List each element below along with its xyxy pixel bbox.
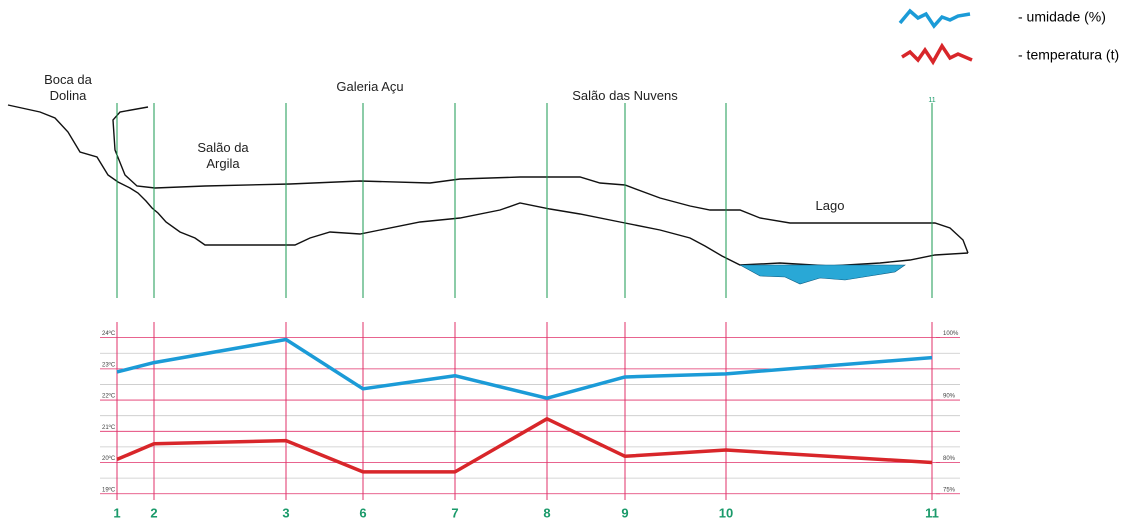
y2-tick-label: 90%	[943, 394, 956, 400]
x-tick-label: 2	[150, 505, 157, 520]
annotation: Salão das Nuvens	[545, 88, 705, 104]
cave-profile	[8, 105, 968, 266]
y-tick-label: 24ºC	[102, 330, 116, 337]
cave-ceiling	[113, 107, 968, 253]
chart: - umidade (%) - temperatura (t) 11 19ºC 2…	[0, 0, 1147, 525]
legend-label: - temperatura (t)	[1018, 47, 1119, 63]
y-tick-label: 22ºC	[102, 393, 116, 400]
y2-tick-label: 100%	[943, 331, 959, 337]
x-tick-label: 11	[925, 505, 939, 520]
x-tick-label: 8	[543, 505, 550, 520]
y-tick-label: 19ºC	[102, 486, 116, 493]
y2-tick-label: 75%	[943, 487, 956, 493]
annotation: Boca da Dolina	[38, 72, 98, 104]
cave-floor	[8, 105, 968, 266]
lake	[740, 265, 905, 284]
annotation: Galeria Açu	[315, 79, 425, 95]
legend-icon-temperatura	[902, 46, 972, 62]
x-tick-label: 6	[359, 505, 366, 520]
x-tick-label: 7	[451, 505, 458, 520]
x-tick-label: 9	[621, 505, 628, 520]
x-tick-label: 1	[113, 505, 120, 520]
legend-label: - umidade (%)	[1018, 9, 1106, 25]
station-label-top: 11	[928, 97, 935, 104]
y-tick-label: 20ºC	[102, 455, 116, 462]
series-line	[117, 419, 932, 472]
y-tick-label: 21ºC	[102, 424, 116, 431]
x-tick-label: 10	[719, 505, 733, 520]
annotation: Lago	[800, 198, 860, 214]
annotation: Salão da Argila	[188, 140, 258, 172]
legend-icon-umidade	[900, 11, 970, 26]
page: - umidade (%) - temperatura (t) 11 19ºC 2…	[0, 0, 1147, 525]
y-tick-label: 23ºC	[102, 361, 116, 368]
x-tick-label: 3	[282, 505, 289, 520]
y2-tick-label: 80%	[943, 456, 956, 462]
